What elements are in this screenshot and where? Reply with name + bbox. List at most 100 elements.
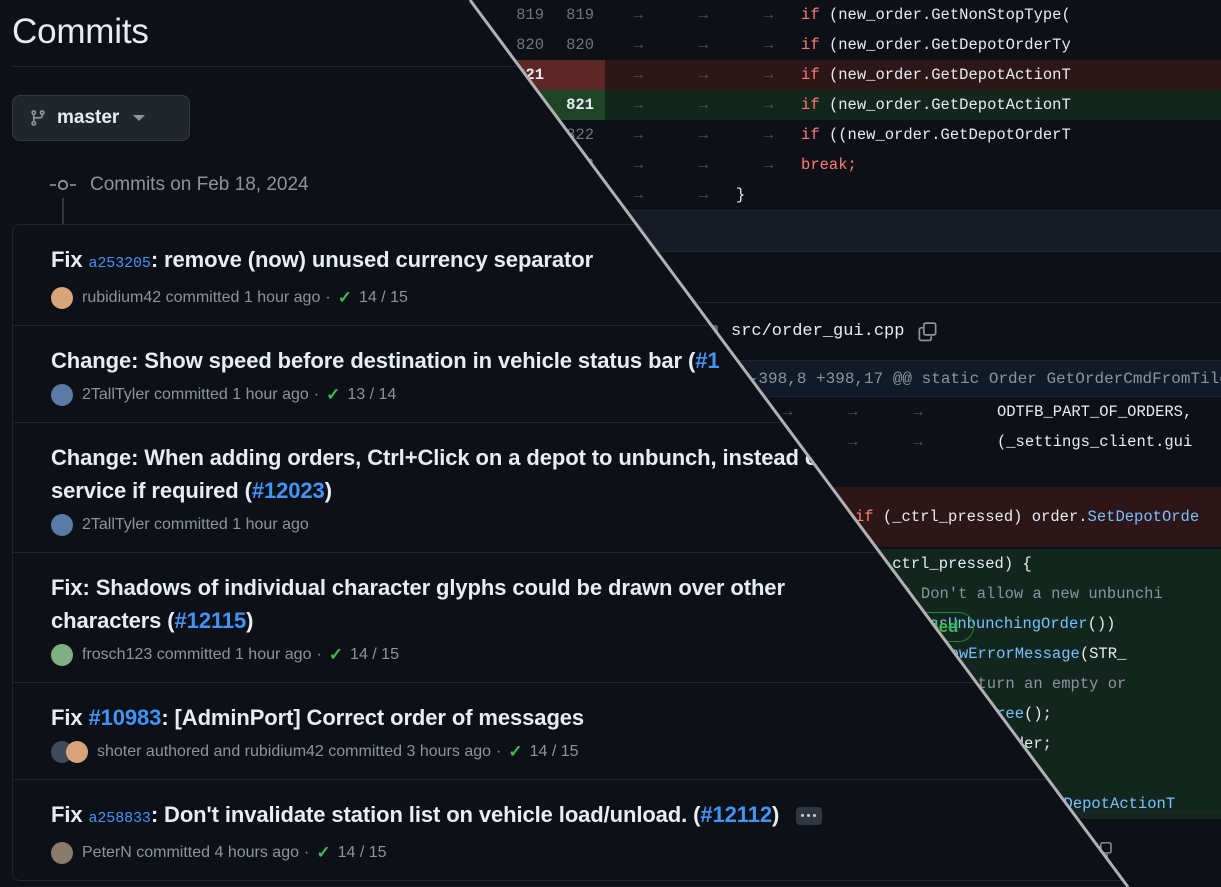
checks-count[interactable]: 14 / 15 [358, 289, 408, 306]
commit-title-prefix: Change: When adding orders, Ctrl+Click o… [51, 445, 826, 503]
issue-link[interactable]: #1 [695, 348, 720, 373]
diff-old-line-number: 820 [516, 36, 544, 54]
code-keyword: if [801, 66, 820, 84]
commit-title-suffix: : [AdminPort] Correct order of messages [161, 705, 585, 730]
diff-line[interactable]: 819 819 → → → if (new_order.GetNonStopTy… [505, 0, 1221, 30]
meta-separator: · [316, 646, 322, 663]
check-mark-icon[interactable]: ✓ [328, 645, 344, 664]
avatar[interactable] [51, 644, 73, 666]
meta-separator: · [313, 386, 320, 403]
code-keyword: if [801, 6, 820, 24]
diff-new-line-number: 820 [566, 36, 594, 54]
commits-date-label: Commits on Feb 18, 2024 [90, 174, 309, 195]
commit-meta: rubidium42 committed 1 hour ago · ✓ 14 /… [51, 287, 1190, 309]
commit-title-prefix: Fix [51, 802, 89, 827]
commit-title[interactable]: Fix a258833: Don't invalidate station li… [51, 802, 779, 827]
commit-author-line: 2TallTyler committed 1 hour ago [82, 386, 309, 403]
code-text: } [735, 186, 746, 204]
checks-count[interactable]: 14 / 15 [350, 646, 399, 663]
diff-line[interactable]: 822 822 → → → if ((new_order.GetDepotOrd… [505, 120, 1221, 150]
commit-dot-icon [50, 177, 76, 193]
checks-count[interactable]: 14 / 15 [529, 743, 579, 760]
diff-new-line-number [555, 60, 605, 90]
commit-meta: frosch123 committed 1 hour ago · ✓ 14 / … [51, 644, 1190, 666]
commit-author-line: frosch123 committed 1 hour ago [82, 646, 312, 663]
avatar[interactable] [51, 842, 73, 864]
diff-line-added[interactable]: 821 → → → if (new_order.GetDepotActionT [505, 90, 1221, 120]
commit-meta: 2TallTyler committed 1 hour ago · ✓ 13 /… [51, 384, 1190, 406]
code-text: (STR_ [1079, 645, 1127, 663]
meta-separator: · [304, 844, 310, 861]
code-text: ()) [1087, 615, 1116, 633]
tab-indent-icon: → → → [615, 126, 802, 144]
commit-sha-link[interactable]: a258833 [88, 810, 151, 827]
issue-link[interactable]: #10983 [88, 705, 162, 730]
ellipsis-dot [813, 814, 817, 817]
diff-code: → → → if (new_order.GetDepotActionT [605, 60, 1221, 90]
code-text: (); [1024, 705, 1052, 723]
page-title: Commits [12, 12, 149, 51]
diff-line[interactable]: 823 823 → → → break; [505, 150, 1221, 180]
diff-line-deleted[interactable]: 821 → → → if (new_order.GetDepotActionT [505, 60, 1221, 90]
diff-code: → → → if (new_order.GetNonStopType( [605, 0, 1221, 30]
commit-title[interactable]: Fix #10983: [AdminPort] Correct order of… [51, 705, 584, 730]
commit-author-line: PeterN committed 4 hours ago [82, 844, 299, 861]
commit-title-suffix: : remove (now) unused currency separator [150, 247, 594, 272]
avatar[interactable] [51, 384, 73, 406]
commit-message-expand-button[interactable] [795, 806, 822, 825]
avatar[interactable] [51, 287, 73, 309]
code-comment: /* Don't allow a new unbunchi [893, 585, 1163, 603]
meta-separator: · [325, 289, 331, 306]
issue-link[interactable]: #12115 [174, 608, 247, 633]
file-path-label[interactable]: src/order_gui.cpp [731, 322, 905, 341]
check-mark-icon[interactable]: ✓ [337, 288, 352, 307]
issue-link[interactable]: #12023 [251, 478, 325, 503]
commit-author-line: shoter authored and rubidium42 committed… [97, 743, 492, 760]
tab-indent-icon: → → [615, 186, 736, 204]
commit-title[interactable]: Fix a253205: remove (now) unused currenc… [51, 247, 593, 272]
code-text: (new_order.GetDepotOrderTy [819, 36, 1071, 54]
check-mark-icon[interactable]: ✓ [508, 742, 523, 761]
diff-code: → → → if (new_order.GetDepotOrderTy [605, 30, 1221, 60]
commit-list-item[interactable]: Fix a258833: Don't invalidate station li… [13, 780, 1208, 880]
chevron-down-icon [133, 115, 146, 121]
code-keyword: if [801, 96, 820, 114]
code-text: (_settings_client.gui [996, 433, 1193, 451]
commit-title-prefix: Fix [51, 247, 89, 272]
ellipsis-dot [801, 814, 805, 817]
copy-icon[interactable] [917, 321, 938, 342]
commit-title-prefix: Fix [51, 705, 89, 730]
code-text: ((new_order.GetDepotOrderT [819, 126, 1071, 144]
avatar[interactable] [51, 514, 73, 536]
commit-title[interactable]: Change: When adding orders, Ctrl+Click o… [51, 445, 826, 503]
commit-title-prefix: Fix: Shadows of individual character gly… [51, 575, 785, 633]
diff-new-line-number: 821 [555, 90, 605, 120]
checks-count[interactable]: 13 / 14 [347, 386, 397, 403]
check-mark-icon[interactable]: ✓ [316, 843, 331, 862]
diff-code: → → → if ((new_order.GetDepotOrderT [605, 120, 1221, 150]
commit-title[interactable]: Fix: Shadows of individual character gly… [51, 575, 785, 633]
git-branch-icon [29, 108, 47, 128]
code-keyword: if [801, 36, 820, 54]
branch-selector-button[interactable]: master [12, 95, 190, 141]
commit-title-suffix: : Don't invalidate station list on vehic… [150, 802, 701, 827]
commit-sha-link[interactable]: a253205 [88, 255, 151, 272]
code-keyword: if [801, 126, 820, 144]
diff-new-line-number: 819 [566, 6, 594, 24]
diff-code: → → → if (new_order.GetDepotActionT [605, 90, 1221, 120]
commit-title-suffix: ) [324, 478, 332, 503]
tab-indent-icon: → → → [615, 6, 802, 24]
avatar[interactable] [66, 741, 88, 763]
tab-indent-icon: → → → [615, 66, 802, 84]
tab-indent-icon: → → → [615, 96, 802, 114]
ellipsis-dot [807, 814, 811, 817]
tab-indent-icon: → → → [783, 403, 997, 421]
commit-title[interactable]: Change: Show speed before destination in… [51, 348, 720, 373]
code-text: (new_order.GetDepotActionT [819, 96, 1071, 114]
commit-title-suffix: ) [246, 608, 254, 633]
issue-link[interactable]: #12112 [700, 802, 773, 827]
checks-count[interactable]: 14 / 15 [337, 844, 387, 861]
check-mark-icon[interactable]: ✓ [326, 385, 341, 404]
diff-line[interactable]: 820 820 → → → if (new_order.GetDepotOrde… [505, 30, 1221, 60]
